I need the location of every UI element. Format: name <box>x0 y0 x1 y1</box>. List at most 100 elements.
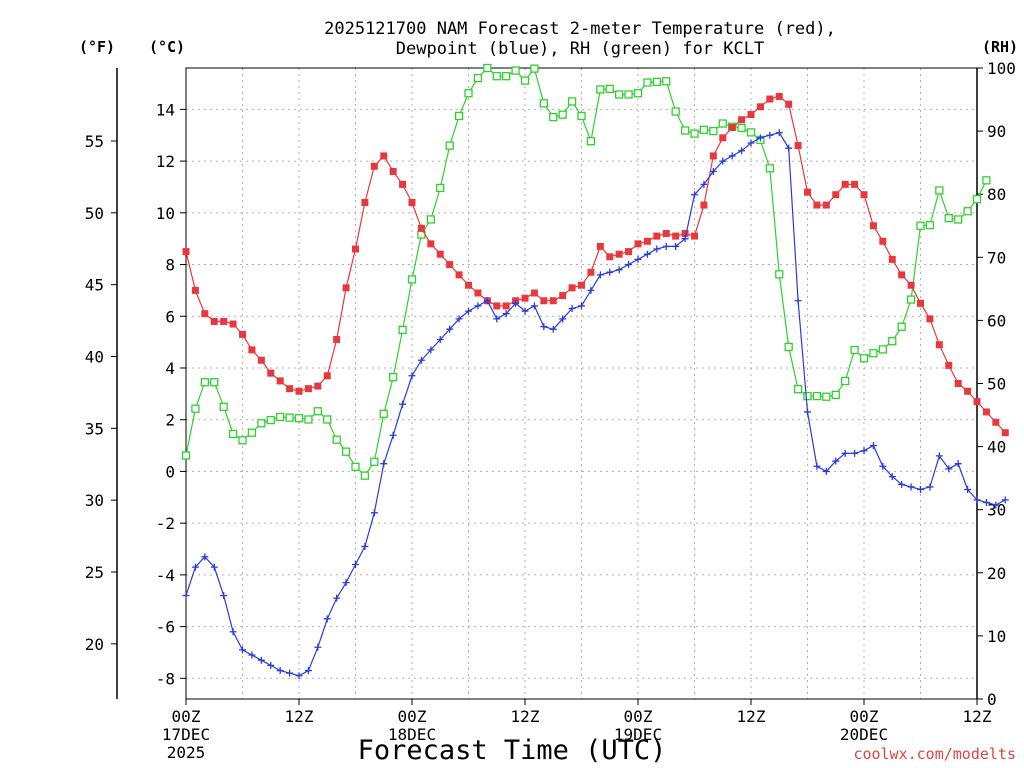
dewpoint-point <box>832 457 840 465</box>
rh-point <box>351 462 360 471</box>
rh-point <box>652 77 661 87</box>
rh-point <box>775 270 784 279</box>
rh-point <box>680 126 690 135</box>
dewpoint-point <box>898 480 906 488</box>
rh-point <box>746 128 756 137</box>
temperature-point <box>964 387 972 395</box>
temperature-point <box>681 230 689 238</box>
temperature-point <box>549 297 557 305</box>
temperature-point <box>559 292 567 300</box>
dewpoint-point <box>578 302 585 310</box>
rh-tick-label: 10 <box>987 627 1006 646</box>
rh-tick-label: 90 <box>987 122 1006 141</box>
rh-series <box>181 63 991 480</box>
dewpoint-point <box>512 299 520 307</box>
time-tick-label: 00Z <box>398 707 427 726</box>
celsius-tick-label: 10 <box>156 204 175 223</box>
dewpoint-point <box>333 594 341 602</box>
dewpoint-point <box>709 167 717 175</box>
dewpoint-point <box>822 467 830 475</box>
temperature-point <box>700 201 708 209</box>
temperature-point <box>295 387 303 395</box>
rh-point <box>483 63 492 73</box>
credit-text: coolwx.com/modelts <box>853 745 1016 763</box>
dewpoint-point <box>804 408 811 416</box>
temperature-point <box>888 255 896 263</box>
rh-point <box>841 376 850 386</box>
celsius-tick-labels: -8 -6 -4 -2 0 2 4 6 8 10 12 14 <box>156 100 186 688</box>
temperature-point <box>860 191 868 199</box>
temperature-point <box>709 152 717 160</box>
dewpoint-point <box>756 134 764 142</box>
dewpoint-point <box>399 400 407 408</box>
rh-point <box>379 409 388 418</box>
celsius-tick-label: 8 <box>165 256 175 275</box>
temperature-point <box>239 330 246 338</box>
temperature-point <box>625 248 633 256</box>
rh-point <box>389 373 398 382</box>
rh-tick-label: 100 <box>987 59 1016 78</box>
temperature-point <box>530 289 538 297</box>
rh-point <box>238 436 247 445</box>
rh-point <box>822 392 831 401</box>
rh-point <box>633 89 643 98</box>
temperature-point <box>521 294 529 302</box>
temperature-point <box>841 180 849 188</box>
dewpoint-point <box>935 452 943 460</box>
dewpoint-point <box>465 307 472 315</box>
rh-point <box>341 447 351 456</box>
celsius-tick-label: 6 <box>165 307 175 326</box>
time-tick-label: 00Z <box>172 707 201 726</box>
dewpoint-point <box>700 180 708 188</box>
rh-point <box>454 111 464 121</box>
dewpoint-point <box>352 561 359 569</box>
temperature-point <box>210 317 218 325</box>
fahrenheit-tick-label: 45 <box>85 276 104 295</box>
rh-point <box>436 183 445 193</box>
dewpoint-point <box>267 661 275 669</box>
dewpoint-point <box>747 139 755 147</box>
rh-point <box>784 342 793 352</box>
rh-point <box>662 77 671 86</box>
temperature-point <box>257 356 265 364</box>
rh-point <box>925 220 935 230</box>
rh-tick-label: 0 <box>987 690 997 709</box>
dewpoint-point <box>879 462 887 470</box>
rh-point <box>181 451 191 460</box>
celsius-tick-label: -6 <box>156 618 175 637</box>
time-tick-label: 00Z <box>850 707 879 726</box>
temperature-point <box>352 245 359 253</box>
temperature-point <box>804 188 811 196</box>
fahrenheit-tick-label: 20 <box>85 635 104 654</box>
rh-tick-label: 80 <box>987 185 1006 204</box>
dewpoint-point <box>286 669 294 677</box>
rh-point <box>718 119 727 128</box>
time-tick-label: 20DEC <box>840 725 888 744</box>
rh-point <box>191 404 200 413</box>
rh-point <box>916 221 925 230</box>
dewpoint-point <box>775 129 783 137</box>
dewpoint-point <box>361 542 369 550</box>
rh-point <box>257 419 266 428</box>
temperature-point <box>502 302 510 310</box>
dewpoint-point <box>295 672 303 680</box>
temperature-point <box>747 111 755 119</box>
rh-point <box>266 415 275 425</box>
dewpoint-point <box>672 242 680 250</box>
rh-point <box>737 123 746 133</box>
rh-point <box>577 111 586 121</box>
temperature-point <box>794 142 802 150</box>
temperature-point <box>672 232 680 240</box>
rh-point <box>567 97 577 106</box>
time-tick-label: 18DEC <box>388 725 436 744</box>
time-tick-label: 12Z <box>737 707 766 726</box>
rh-tick-labels: 0 10 20 30 40 50 60 70 80 90 100 <box>977 59 1016 709</box>
temperature-point <box>926 315 934 323</box>
dewpoint-point <box>436 336 444 344</box>
rh-tick-label: 40 <box>987 438 1006 457</box>
dewpoint-point <box>625 261 633 269</box>
temperature-point <box>587 268 595 276</box>
